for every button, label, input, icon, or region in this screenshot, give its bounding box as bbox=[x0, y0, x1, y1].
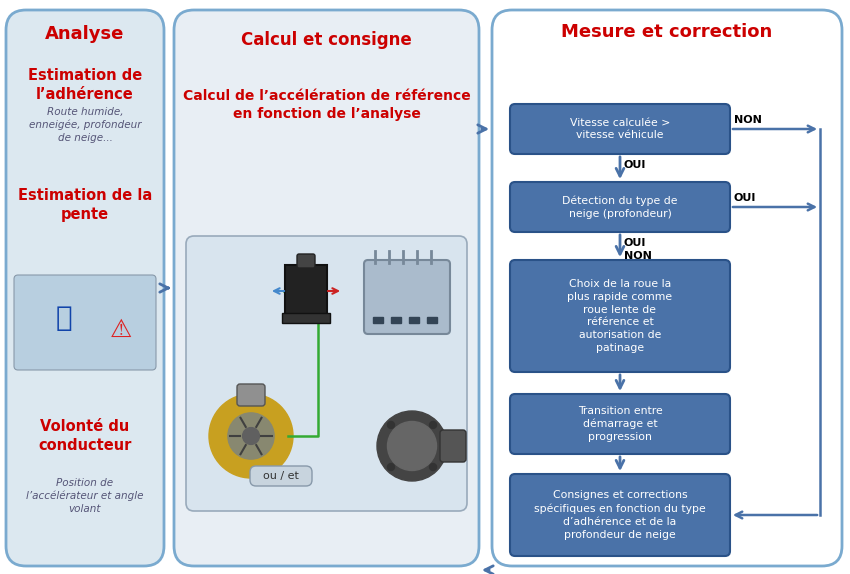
Circle shape bbox=[388, 421, 394, 428]
Circle shape bbox=[429, 421, 437, 428]
Text: Position de
l’accélérateur et angle
volant: Position de l’accélérateur et angle vola… bbox=[26, 478, 144, 514]
Circle shape bbox=[228, 413, 274, 459]
Bar bbox=[409, 317, 419, 323]
FancyBboxPatch shape bbox=[250, 466, 312, 486]
FancyBboxPatch shape bbox=[6, 10, 164, 566]
Text: ⚠: ⚠ bbox=[110, 318, 132, 342]
FancyBboxPatch shape bbox=[510, 104, 730, 154]
FancyBboxPatch shape bbox=[510, 474, 730, 556]
Text: 🚗: 🚗 bbox=[55, 304, 72, 332]
Text: OUI: OUI bbox=[734, 193, 756, 203]
FancyBboxPatch shape bbox=[237, 384, 265, 406]
Text: Calcul de l’accélération de référence
en fonction de l’analyse: Calcul de l’accélération de référence en… bbox=[183, 88, 470, 122]
Text: ou / et: ou / et bbox=[263, 471, 299, 481]
FancyBboxPatch shape bbox=[282, 313, 330, 323]
Circle shape bbox=[209, 394, 293, 478]
Text: Analyse: Analyse bbox=[45, 25, 125, 43]
Text: Consignes et corrections
spécifiques en fonction du type
d’adhérence et de la
pr: Consignes et corrections spécifiques en … bbox=[534, 490, 705, 540]
Text: Estimation de
l’adhérence: Estimation de l’adhérence bbox=[28, 68, 142, 102]
Circle shape bbox=[242, 428, 259, 444]
FancyBboxPatch shape bbox=[492, 10, 842, 566]
FancyBboxPatch shape bbox=[285, 265, 327, 317]
Circle shape bbox=[388, 421, 437, 471]
Text: Estimation de la
pente: Estimation de la pente bbox=[18, 188, 152, 222]
FancyBboxPatch shape bbox=[174, 10, 479, 566]
Circle shape bbox=[388, 464, 394, 471]
Text: OUI: OUI bbox=[624, 238, 646, 248]
FancyBboxPatch shape bbox=[186, 236, 467, 511]
Text: Détection du type de
neige (profondeur): Détection du type de neige (profondeur) bbox=[562, 195, 677, 219]
Circle shape bbox=[429, 464, 437, 471]
Text: NON: NON bbox=[734, 115, 762, 125]
Text: Route humide,
enneigée, profondeur
de neige...: Route humide, enneigée, profondeur de ne… bbox=[29, 107, 141, 143]
Bar bbox=[373, 317, 383, 323]
FancyBboxPatch shape bbox=[510, 260, 730, 372]
Text: Choix de la roue la
plus rapide comme
roue lente de
référence et
autorisation de: Choix de la roue la plus rapide comme ro… bbox=[568, 279, 672, 353]
Circle shape bbox=[377, 411, 447, 481]
FancyBboxPatch shape bbox=[14, 275, 156, 370]
FancyBboxPatch shape bbox=[510, 394, 730, 454]
FancyBboxPatch shape bbox=[297, 254, 315, 268]
Text: OUI: OUI bbox=[624, 160, 646, 170]
FancyBboxPatch shape bbox=[510, 182, 730, 232]
Text: Vitesse calculée >
vitesse véhicule: Vitesse calculée > vitesse véhicule bbox=[570, 118, 670, 141]
Text: Transition entre
démarrage et
progression: Transition entre démarrage et progressio… bbox=[578, 406, 662, 442]
FancyBboxPatch shape bbox=[440, 430, 466, 462]
Text: Volonté du
conducteur: Volonté du conducteur bbox=[38, 419, 132, 453]
Text: Mesure et correction: Mesure et correction bbox=[561, 23, 773, 41]
Text: Calcul et consigne: Calcul et consigne bbox=[241, 31, 412, 49]
Bar bbox=[391, 317, 401, 323]
Bar bbox=[427, 317, 437, 323]
FancyBboxPatch shape bbox=[364, 260, 450, 334]
Text: NON: NON bbox=[624, 251, 652, 261]
